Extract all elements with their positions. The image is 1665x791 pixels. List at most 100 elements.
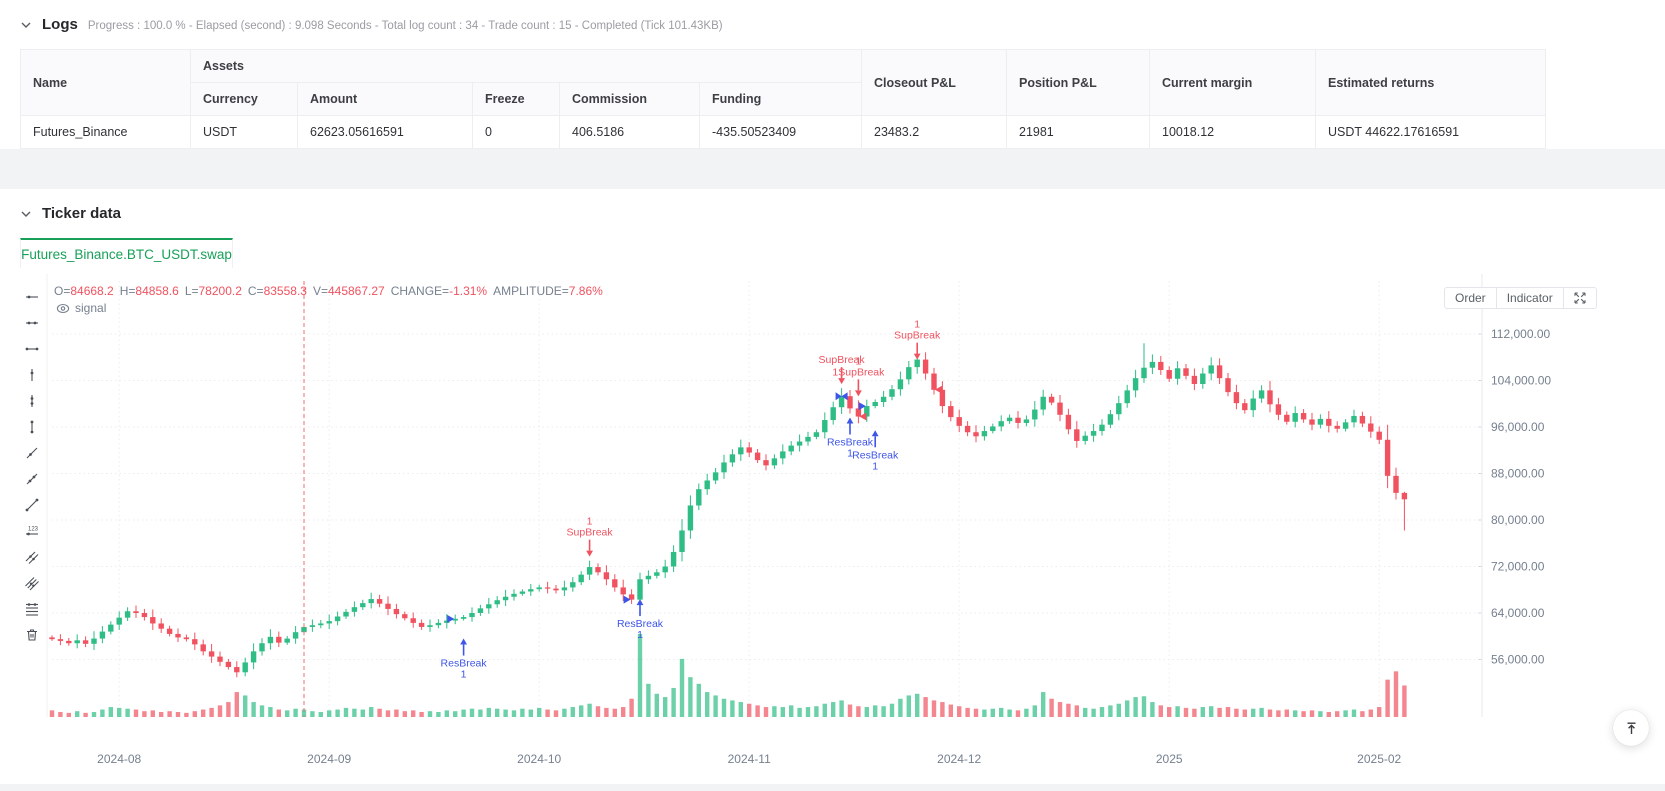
logs-progress-text: Progress : 100.0 % - Elapsed (second) : … (87, 19, 723, 32)
tool-vertical-line-button[interactable] (16, 388, 47, 414)
svg-text:123: 123 (27, 527, 38, 533)
diagonal-ray-icon (26, 447, 37, 459)
tool-diagonal-line-button[interactable] (16, 466, 47, 492)
fibonacci-line-icon (25, 603, 38, 616)
cell-freeze: 0 (472, 115, 560, 149)
logs-table: Name Assets Closeout P&L Position P&L Cu… (20, 49, 1546, 149)
vertical-segment-icon (30, 420, 33, 434)
svg-text:64,000.00: 64,000.00 (1491, 606, 1545, 620)
horizontal-ray-icon (25, 295, 38, 299)
svg-text:2024-12: 2024-12 (937, 752, 981, 766)
eye-icon (56, 303, 70, 313)
svg-text:SupBreak: SupBreak (894, 330, 941, 342)
svg-text:2024-08: 2024-08 (97, 752, 141, 766)
signal-legend[interactable]: signal (56, 301, 106, 315)
col-header-current-margin: Current margin (1149, 49, 1316, 116)
logs-title: Logs (42, 16, 78, 33)
arrow-to-top-icon (1627, 722, 1635, 734)
ohlc-readout: O=84668.2 H=84858.6 L=78200.2 C=83558.3 V=44… (54, 284, 603, 298)
diagonal-segment-icon (25, 498, 38, 512)
tool-vertical-ray-button[interactable] (16, 362, 47, 388)
col-header-currency: Currency (190, 82, 298, 116)
cell-funding: -435.50523409 (699, 115, 862, 149)
svg-text:1: 1 (914, 319, 920, 331)
svg-text:1: 1 (872, 460, 878, 472)
svg-text:112,000.00: 112,000.00 (1491, 327, 1550, 341)
svg-text:SupBreak: SupBreak (567, 527, 614, 539)
svg-text:2025: 2025 (1156, 752, 1183, 766)
svg-text:1: 1 (587, 516, 593, 528)
cell-estimated-returns: USDT 44622.17616591 (1315, 115, 1546, 149)
signal-legend-label: signal (75, 301, 107, 315)
logs-header: Logs Progress : 100.0 % - Elapsed (secon… (0, 0, 1665, 37)
cell-closeout-pnl: 23483.2 (861, 115, 1007, 149)
svg-text:80,000.00: 80,000.00 (1491, 513, 1545, 527)
ticker-header: Ticker data (0, 189, 1665, 226)
svg-text:SupBreak: SupBreak (819, 354, 866, 366)
cell-name: Futures_Binance (20, 115, 191, 149)
col-header-assets: Assets (190, 49, 862, 83)
table-row: Futures_Binance USDT 62623.05616591 0 40… (20, 115, 1546, 149)
tool-horizontal-line-button[interactable] (16, 310, 47, 336)
price-channel-icon (24, 577, 39, 591)
svg-text:2024-11: 2024-11 (728, 752, 771, 766)
indicator-button[interactable]: Indicator (1495, 288, 1563, 308)
col-header-estimated-returns: Estimated returns (1315, 49, 1546, 116)
tool-vertical-segment-button[interactable] (16, 414, 47, 440)
tool-diagonal-ray-button[interactable] (16, 440, 47, 466)
order-button[interactable]: Order (1455, 291, 1486, 305)
tab-futures-binance-btc-usdt-swap[interactable]: Futures_Binance.BTC_USDT.swap (20, 238, 233, 268)
chevron-down-icon[interactable] (18, 17, 34, 33)
candlestick-chart[interactable]: 112,000.00 104,000.00 96,000.00 88,000.00 80… (16, 274, 1665, 780)
back-to-top-button[interactable] (1613, 710, 1649, 746)
cell-currency: USDT (190, 115, 298, 149)
horizontal-line-icon (25, 321, 38, 325)
chart-button-group: Order Indicator (1444, 287, 1597, 309)
cell-amount: 62623.05616591 (297, 115, 473, 149)
col-header-name: Name (20, 49, 191, 116)
svg-text:104,000.00: 104,000.00 (1491, 374, 1551, 388)
svg-text:1: 1 (847, 447, 853, 459)
svg-text:1SupBreak: 1SupBreak (832, 366, 885, 378)
tool-fibonacci-line-button[interactable] (16, 596, 47, 622)
section-divider (0, 167, 1665, 189)
cell-commission: 406.5186 (559, 115, 700, 149)
cell-current-margin: 10018.12 (1149, 115, 1316, 149)
tool-horizontal-ray-button[interactable] (16, 284, 47, 310)
svg-text:88,000.00: 88,000.00 (1491, 467, 1545, 481)
col-header-funding: Funding (699, 82, 862, 116)
ticker-data-section: Ticker data Futures_Binance.BTC_USDT.swa… (0, 189, 1665, 784)
vertical-ray-icon (30, 369, 33, 381)
svg-text:1: 1 (637, 629, 643, 641)
vertical-line-icon (30, 395, 33, 407)
svg-text:ResBreak: ResBreak (852, 449, 899, 461)
expand-icon (1574, 292, 1586, 304)
ticker-tabbar: Futures_Binance.BTC_USDT.swap (0, 226, 1665, 268)
tool-horizontal-segment-button[interactable] (16, 336, 47, 362)
tool-price-line-button[interactable]: 123 (16, 518, 47, 544)
ticker-title: Ticker data (42, 205, 121, 222)
tool-diagonal-segment-button[interactable] (16, 492, 47, 518)
tool-remove-button[interactable] (16, 622, 47, 648)
tool-price-channel-button[interactable] (16, 570, 47, 596)
col-header-commission: Commission (559, 82, 700, 116)
diagonal-line-icon (26, 473, 37, 485)
col-header-freeze: Freeze (472, 82, 560, 116)
svg-text:ResBreak: ResBreak (827, 436, 874, 448)
svg-text:2024-10: 2024-10 (517, 752, 561, 766)
chart-area: 123 O=84668.2 H=84858.6 L=78200.2 C=83558.3… (16, 274, 1665, 780)
price-line-icon: 123 (25, 527, 38, 536)
svg-text:ResBreak: ResBreak (441, 658, 488, 670)
svg-text:72,000.00: 72,000.00 (1491, 560, 1545, 574)
svg-text:2025-02: 2025-02 (1357, 752, 1401, 766)
svg-text:1: 1 (855, 355, 861, 367)
svg-text:1: 1 (461, 669, 467, 681)
horizontal-segment-icon (25, 347, 38, 351)
drawing-toolbar: 123 (16, 284, 47, 648)
chevron-down-icon[interactable] (18, 206, 34, 222)
svg-text:ResBreak: ResBreak (617, 618, 664, 630)
fullscreen-button[interactable] (1562, 288, 1596, 308)
svg-text:2024-09: 2024-09 (307, 752, 351, 766)
tool-parallel-line-button[interactable] (16, 544, 47, 570)
col-header-amount: Amount (297, 82, 473, 116)
